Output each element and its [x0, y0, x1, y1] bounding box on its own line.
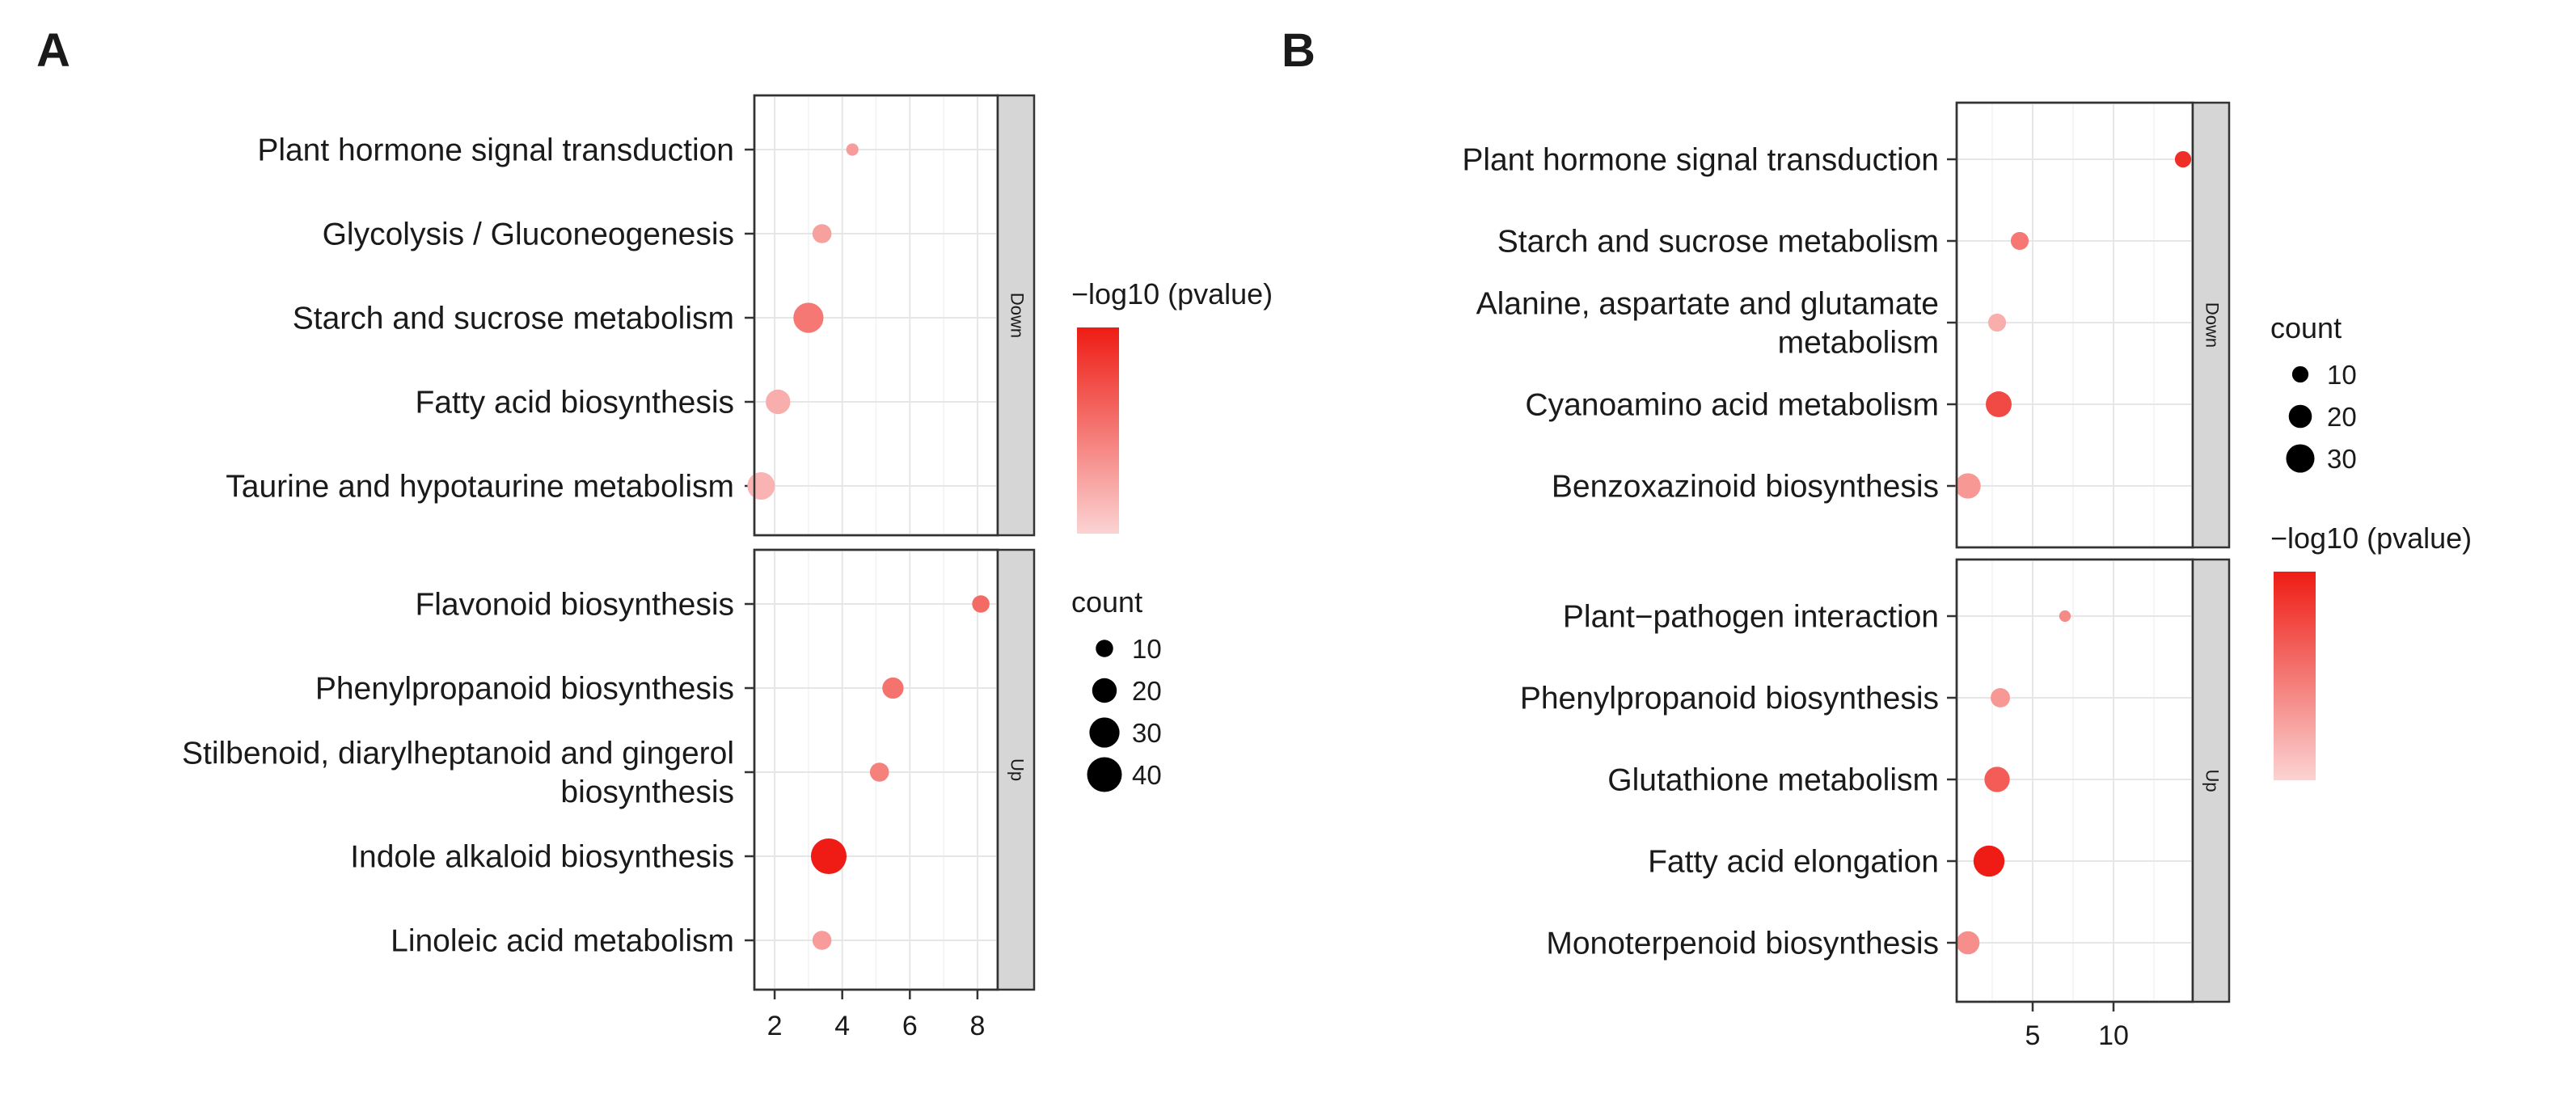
data-point: [972, 595, 990, 613]
size-legend-label: 30: [1132, 718, 1162, 748]
facet-strip-label: Down: [1007, 293, 1028, 338]
color-legend: −log10 (pvalue): [2270, 522, 2472, 780]
category-label: metabolism: [1778, 326, 1939, 361]
color-bar: [2274, 572, 2316, 780]
data-point: [766, 389, 791, 415]
data-point: [812, 931, 832, 950]
size-legend-key: [1087, 757, 1122, 792]
category-label: Alanine, aspartate and glutamate: [1476, 287, 1939, 322]
x-tick-label: 2: [767, 1011, 783, 1041]
size-legend-title: count: [1071, 585, 1142, 619]
category-label: Flavonoid biosynthesis: [415, 588, 734, 623]
facet-down: Plant hormone signal transduction Starch …: [1462, 101, 2231, 549]
data-point: [2174, 150, 2192, 168]
facet-up: Flavonoid biosynthesis Phenylpropanoid bi…: [182, 548, 1036, 991]
category-label: biosynthesis: [560, 775, 734, 810]
data-point: [1973, 845, 2005, 877]
size-legend-label: 30: [2327, 444, 2357, 474]
data-point: [2059, 610, 2071, 623]
panel-label: A: [36, 24, 70, 77]
data-point: [1991, 688, 2010, 707]
data-point: [1955, 473, 1981, 499]
category-label: Plant hormone signal transduction: [1462, 143, 1939, 178]
x-tick-label: 4: [834, 1011, 850, 1041]
size-legend: count 10 20 30 40: [1071, 585, 1162, 792]
category-label: Plant hormone signal transduction: [257, 133, 734, 168]
data-point: [1987, 313, 2007, 332]
data-point: [793, 302, 824, 333]
size-legend-key: [2291, 365, 2309, 383]
color-bar: [1077, 327, 1119, 534]
size-legend-label: 20: [1132, 676, 1162, 706]
size-legend-key: [2286, 444, 2315, 473]
category-label: Taurine and hypotaurine metabolism: [226, 470, 734, 505]
category-label: Fatty acid biosynthesis: [415, 386, 734, 420]
size-legend-label: 40: [1132, 760, 1162, 790]
size-legend-label: 20: [2327, 402, 2357, 432]
data-point: [869, 762, 889, 782]
size-legend-title: count: [2270, 311, 2342, 344]
data-point: [2010, 231, 2029, 251]
category-label: Starch and sucrose metabolism: [1497, 225, 1939, 260]
color-legend-title: −log10 (pvalue): [2270, 522, 2472, 555]
facet-strip: [2191, 558, 2231, 1003]
facet-strip-label: Up: [1007, 758, 1028, 781]
data-point: [747, 472, 775, 500]
facet-strip-label: Down: [2202, 302, 2223, 348]
category-label: Glutathione metabolism: [1607, 763, 1939, 798]
category-label: Phenylpropanoid biosynthesis: [315, 672, 734, 707]
data-point: [1984, 766, 2010, 792]
size-legend: count 10 20 30: [2270, 311, 2357, 474]
category-label: Glycolysis / Gluconeogenesis: [323, 217, 734, 252]
size-legend-label: 10: [1132, 634, 1162, 664]
category-label: Benzoxazinoid biosynthesis: [1552, 470, 1939, 505]
category-label: Monoterpenoid biosynthesis: [1546, 927, 1939, 961]
x-tick-label: 6: [902, 1011, 918, 1041]
data-point: [810, 838, 847, 875]
data-point: [812, 224, 832, 243]
size-legend-key: [1096, 640, 1113, 657]
panel-a: A Plant hormone signal transduction Glycol…: [36, 24, 1273, 1041]
category-label: Stilbenoid, diarylheptanoid and gingerol: [182, 737, 734, 771]
facet-up: Plant−pathogen interaction Phenylpropanoi…: [1520, 558, 2231, 1003]
size-legend-key: [1092, 678, 1117, 703]
category-label: Cyanoamino acid metabolism: [1525, 388, 1939, 423]
category-label: Phenylpropanoid biosynthesis: [1520, 682, 1939, 716]
panel-b: B Plant hormone signal transduction Starch…: [1282, 24, 2472, 1051]
size-legend-key: [2288, 404, 2312, 429]
facet-down: Plant hormone signal transduction Glycoly…: [226, 94, 1036, 537]
size-legend-label: 10: [2327, 360, 2357, 390]
data-point: [882, 677, 904, 699]
category-label: Linoleic acid metabolism: [391, 924, 734, 959]
data-point: [1956, 931, 1980, 955]
category-label: Indole alkaloid biosynthesis: [350, 840, 734, 875]
facet-strip: [996, 94, 1036, 537]
color-legend: −log10 (pvalue): [1071, 277, 1273, 534]
panel-label: B: [1282, 24, 1315, 77]
facet-strip: [2191, 101, 2231, 549]
category-label: Plant−pathogen interaction: [1563, 600, 1939, 635]
size-legend-key: [1089, 717, 1120, 748]
data-point: [846, 143, 859, 156]
facet-strip-label: Up: [2202, 769, 2223, 792]
data-point: [1986, 391, 2012, 417]
x-tick-label: 5: [2025, 1020, 2041, 1051]
x-tick-label: 8: [969, 1011, 985, 1041]
x-tick-label: 10: [2098, 1020, 2129, 1051]
facet-strip: [996, 548, 1036, 991]
category-label: Fatty acid elongation: [1648, 845, 1939, 880]
color-legend-title: −log10 (pvalue): [1071, 277, 1273, 310]
category-label: Starch and sucrose metabolism: [293, 302, 734, 336]
